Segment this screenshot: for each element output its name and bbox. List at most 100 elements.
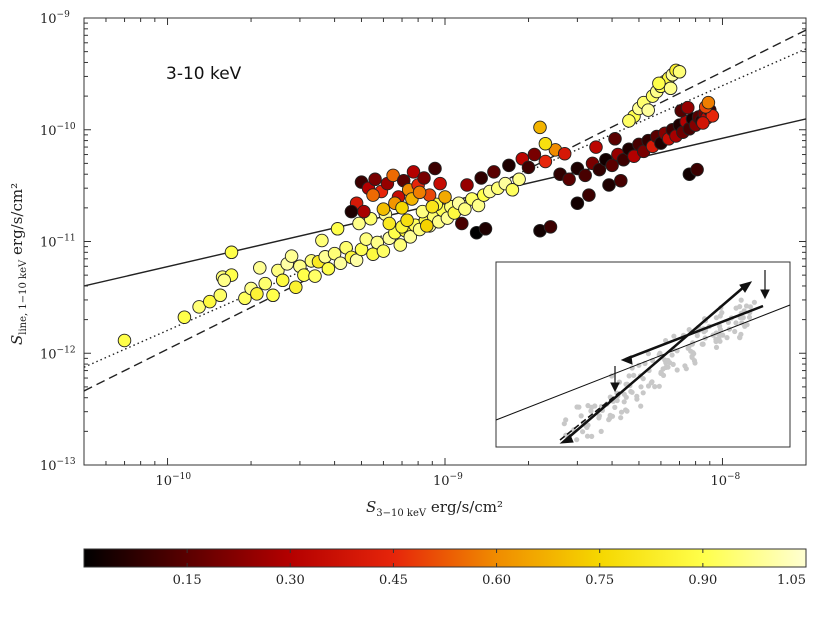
inset-point xyxy=(589,433,595,439)
data-point-1 xyxy=(177,310,192,324)
data-point-96 xyxy=(417,171,431,185)
data-point-20 xyxy=(297,268,311,282)
inset-point xyxy=(607,415,613,421)
y-axis-label: Sline, 1−10 keV erg/s/cm² xyxy=(8,183,29,345)
y-tick-label-exp: −11 xyxy=(57,234,76,244)
inset-point xyxy=(640,390,646,396)
data-point-84 xyxy=(622,114,636,128)
data-point-163 xyxy=(705,109,720,123)
y-axis-label-symbol: S xyxy=(8,335,26,345)
inset-point xyxy=(576,404,582,410)
data-point-38 xyxy=(393,238,408,252)
inset-arrowhead-left xyxy=(620,355,633,365)
y-tick-label-0: 10−13 xyxy=(40,457,76,474)
data-point-90 xyxy=(386,168,400,183)
data-point-101 xyxy=(357,204,371,219)
data-point-12 xyxy=(253,261,267,275)
inset-point xyxy=(694,333,700,339)
data-point-113 xyxy=(438,190,452,204)
data-point-25 xyxy=(321,262,336,276)
data-point-133 xyxy=(578,168,592,183)
data-point-16 xyxy=(275,273,290,288)
y-tick-label-exp: −12 xyxy=(57,345,76,355)
y-axis-label-unit: erg/s/cm² xyxy=(8,183,26,260)
data-point-166 xyxy=(696,116,710,130)
x-tick-label-1: 10−9 xyxy=(433,472,463,489)
data-point-110 xyxy=(344,204,359,219)
data-point-94 xyxy=(406,165,421,179)
data-point-61 xyxy=(330,222,345,236)
data-point-18 xyxy=(289,280,303,294)
inset-thin-line xyxy=(495,304,791,421)
inset-point xyxy=(732,328,738,335)
data-point-114 xyxy=(460,178,474,192)
colorbar-tick-label-5: 0.90 xyxy=(688,573,717,588)
data-point-7 xyxy=(224,245,239,260)
colorbar: 0.15 0.30 0.45 0.60 0.75 0.90 1.05 xyxy=(83,548,807,588)
data-point-177 xyxy=(608,132,622,146)
inset-point xyxy=(588,408,594,414)
inset-point xyxy=(580,429,586,435)
colorbar-bar xyxy=(83,548,807,568)
y-tick-label-exp: −9 xyxy=(57,10,71,20)
inset-point xyxy=(733,305,739,311)
inset-point xyxy=(713,344,720,350)
inset-point xyxy=(665,364,671,370)
data-point-122 xyxy=(533,120,547,135)
x-tick-label-exp: −10 xyxy=(172,472,191,482)
data-point-117 xyxy=(502,158,516,173)
inset-point xyxy=(713,315,720,321)
inset-point xyxy=(690,350,696,356)
data-point-32 xyxy=(359,232,373,246)
inset-point xyxy=(724,335,730,341)
inset-fit-line-2 xyxy=(625,304,764,361)
inset-arrowhead-upper-right xyxy=(739,281,753,293)
inset-point xyxy=(563,417,569,423)
inset-point xyxy=(738,297,744,303)
inset-point xyxy=(626,373,632,379)
inset-point xyxy=(662,357,668,363)
data-point-87 xyxy=(368,172,382,187)
data-points xyxy=(117,63,720,348)
data-point-59 xyxy=(505,183,520,197)
inset-point xyxy=(657,350,663,356)
data-point-69 xyxy=(284,249,299,263)
data-point-135 xyxy=(592,162,607,177)
inset-point xyxy=(669,352,675,358)
inset-fit-line-1 xyxy=(567,285,746,439)
data-point-127 xyxy=(455,216,469,231)
inset-point xyxy=(574,437,580,443)
data-point-98 xyxy=(428,161,442,176)
data-point-115 xyxy=(474,171,488,185)
data-point-107 xyxy=(412,185,427,200)
data-point-26 xyxy=(327,246,342,261)
data-point-172 xyxy=(582,188,596,202)
inset-point xyxy=(621,399,627,405)
inset-point xyxy=(671,333,677,339)
inset-point xyxy=(713,336,719,342)
inset-point xyxy=(645,383,652,389)
inset-point xyxy=(618,409,625,415)
data-point-105 xyxy=(395,201,409,215)
inset-point xyxy=(691,358,698,364)
fit-line-dashed xyxy=(84,29,806,392)
inset-point xyxy=(621,391,627,397)
inset-point xyxy=(652,384,658,390)
inset-point xyxy=(746,314,753,320)
inset-frame xyxy=(495,261,791,448)
colorbar-tick-label-1: 0.30 xyxy=(276,573,305,588)
data-point-0 xyxy=(117,333,132,348)
inset-point xyxy=(717,338,723,344)
data-point-119 xyxy=(527,147,542,162)
data-point-60 xyxy=(512,172,526,187)
data-point-174 xyxy=(690,162,704,177)
data-point-169 xyxy=(602,178,616,192)
inset-point xyxy=(584,433,591,439)
colorbar-ticks: 0.15 0.30 0.45 0.60 0.75 0.90 1.05 xyxy=(173,549,807,588)
inset-point xyxy=(719,310,725,316)
data-point-137 xyxy=(605,158,619,173)
data-point-9 xyxy=(238,291,252,306)
inset-panel xyxy=(495,261,791,448)
data-point-40 xyxy=(403,230,418,244)
inset-point xyxy=(638,384,644,390)
